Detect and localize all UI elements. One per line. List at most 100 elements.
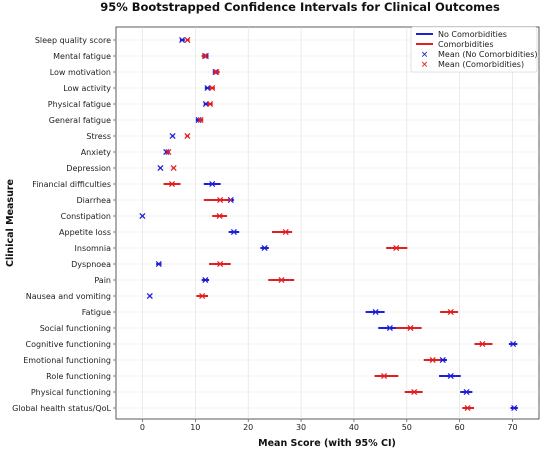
- legend-comorb-label: Comorbidities: [438, 40, 494, 49]
- comorb-mean-marker: [197, 116, 204, 124]
- comorb-mean-marker: [278, 276, 285, 284]
- comorb-mean-marker: [429, 356, 436, 364]
- no_comorb-mean-marker: [511, 404, 518, 412]
- comorb-mean-stroke: [447, 308, 454, 316]
- legend-comorb-mean-marker: ✕: [421, 61, 429, 71]
- no_comorb-mean-marker: [163, 148, 170, 156]
- y-category-label: Physical functioning: [31, 388, 111, 397]
- comorb-mean-marker: [217, 260, 224, 268]
- comorb-mean-marker: [407, 324, 414, 332]
- y-category-label: Diarrhea: [77, 196, 112, 205]
- no_comorb-mean-marker: [386, 324, 393, 332]
- x-tick-label: 50: [402, 423, 412, 432]
- y-axis-categories: Sleep quality score Mental fatigue Low mot…: [12, 36, 116, 413]
- comorb-mean-stroke: [168, 180, 176, 188]
- no_comorb-mean-marker: [261, 244, 268, 252]
- comorb-mean-stroke: [184, 132, 191, 140]
- no_comorb-mean-stroke: [511, 404, 518, 412]
- y-category-label: Sleep quality score: [35, 36, 111, 45]
- no_comorb-mean-stroke: [204, 84, 211, 92]
- comorb-mean-stroke: [278, 276, 285, 284]
- y-category-label: Stress: [86, 132, 111, 141]
- y-category-label: Appetite loss: [59, 228, 111, 237]
- y-category-label: Dyspnoea: [71, 260, 111, 269]
- no_comorb-mean-stroke: [510, 340, 517, 348]
- x-tick-label: 30: [296, 423, 306, 432]
- y-category-label: Physical fatigue: [48, 100, 111, 109]
- y-category-label: Constipation: [61, 212, 111, 221]
- comorb-mean-marker: [479, 340, 486, 348]
- x-tick-label: 40: [349, 423, 359, 432]
- no_comorb-mean-marker: [510, 340, 517, 348]
- y-category-label: General fatigue: [49, 116, 111, 125]
- y-category-label: Depression: [66, 164, 111, 173]
- comorb-mean-marker: [447, 308, 454, 316]
- comorb-mean-marker: [216, 212, 223, 220]
- no_comorb-mean-stroke: [157, 164, 164, 172]
- y-category-label: Nausea and vomiting: [26, 292, 111, 301]
- no_comorb-mean-marker: [202, 276, 209, 284]
- comorb-mean-stroke: [393, 244, 400, 252]
- comorb-mean-stroke: [207, 100, 214, 108]
- comorb-mean-stroke: [479, 340, 486, 348]
- y-category-label: Insomnia: [75, 244, 112, 253]
- grid-lines: [116, 27, 539, 419]
- no_comorb-mean-marker: [155, 260, 162, 268]
- legend-no-comorb-label: No Comorbidities: [438, 30, 507, 39]
- no_comorb-mean-stroke: [139, 212, 146, 220]
- comorb-mean-stroke: [216, 212, 223, 220]
- x-axis-label: Mean Score (with 95% CI): [258, 438, 396, 449]
- no_comorb-mean-stroke: [202, 276, 209, 284]
- no_comorb-mean-stroke: [146, 292, 153, 300]
- no_comorb-mean-marker: [169, 132, 176, 140]
- no_comorb-mean-marker: [209, 180, 216, 188]
- no_comorb-mean-marker: [179, 36, 186, 44]
- y-category-label: Anxiety: [81, 148, 112, 157]
- y-category-label: Cognitive functioning: [26, 340, 111, 349]
- x-tick-label: 70: [507, 423, 517, 432]
- comorb-mean-stroke: [170, 164, 177, 172]
- no_comorb-mean-stroke: [372, 308, 379, 316]
- comorb-mean-marker: [184, 132, 191, 140]
- comorb-mean-stroke: [217, 260, 224, 268]
- comorb-mean-stroke: [213, 68, 220, 76]
- y-category-label: Role functioning: [46, 372, 111, 381]
- legend-comorb-mean-label: Mean (Comorbidities): [438, 60, 524, 69]
- plot-frame: [115, 26, 540, 420]
- comorb-mean-marker: [199, 292, 206, 300]
- no_comorb-mean-marker: [146, 292, 153, 300]
- comorb-mean-marker: [201, 52, 208, 60]
- no_comorb-mean-marker: [230, 228, 237, 236]
- data-marks: [139, 36, 518, 412]
- legend-box: [410, 26, 538, 73]
- comorb-mean-marker: [165, 148, 172, 156]
- comorb-mean-stroke: [464, 404, 471, 412]
- no_comorb-mean-marker: [463, 388, 470, 396]
- y-category-label: Social functioning: [40, 324, 111, 333]
- comorb-mean-marker: [411, 388, 418, 396]
- no_comorb-mean-stroke: [463, 388, 470, 396]
- comorb-mean-marker: [209, 84, 216, 92]
- y-category-label: Emotional functioning: [23, 356, 111, 365]
- y-axis-label: Clinical Measure: [5, 179, 16, 267]
- comorb-mean-stroke: [197, 116, 204, 124]
- comorb-mean-stroke: [165, 148, 172, 156]
- comorb-mean-stroke: [282, 228, 289, 236]
- no_comorb-mean-stroke: [439, 356, 446, 364]
- comorb-mean-stroke: [381, 372, 388, 380]
- no_comorb-mean-stroke: [169, 132, 176, 140]
- comorb-mean-stroke: [184, 36, 191, 44]
- comorb-mean-marker: [168, 180, 176, 188]
- legend-no-comorb-mean-label: Mean (No Comorbidities): [438, 50, 538, 59]
- comorb-mean-stroke: [411, 388, 418, 396]
- comorb-mean-marker: [381, 372, 388, 380]
- no_comorb-mean-marker: [204, 84, 211, 92]
- legend-no-comorb-mean-marker: ✕: [421, 51, 429, 61]
- no_comorb-mean-stroke: [179, 36, 186, 44]
- y-category-label: Fatigue: [82, 308, 111, 317]
- comorb-mean-marker: [393, 244, 400, 252]
- comorb-mean-marker: [217, 196, 224, 204]
- no_comorb-mean-marker: [447, 372, 454, 380]
- comorb-mean-marker: [464, 404, 471, 412]
